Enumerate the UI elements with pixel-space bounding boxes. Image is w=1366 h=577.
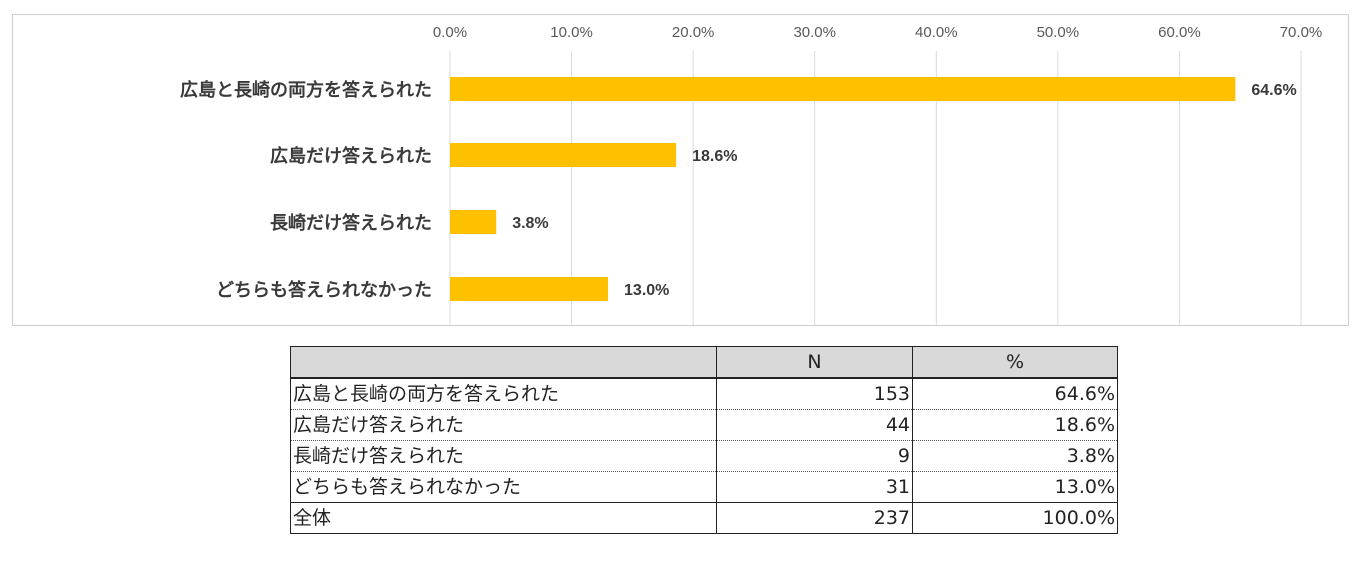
row-pct: 13.0% [912, 471, 1118, 503]
header-n-cell: N [716, 346, 913, 379]
row-n: 9 [716, 440, 913, 472]
bar-chart: 0.0% 10.0% 20.0% 30.0% 40.0% 50.0% 60.0% 70.0% 広… [180, 24, 1323, 325]
x-tick-label: 30.0% [793, 24, 836, 41]
bar [450, 277, 609, 301]
total-pct: 100.0% [912, 502, 1118, 534]
x-tick-label: 60.0% [1158, 24, 1201, 41]
x-tick-label: 50.0% [1037, 24, 1080, 41]
row-n: 153 [716, 378, 913, 410]
x-tick-label: 10.0% [550, 24, 593, 41]
table-total-row: 全体 237 100.0% [290, 502, 1118, 534]
chart-area: 0.0% 10.0% 20.0% 30.0% 40.0% 50.0% 60.0% 70.0% 広… [12, 14, 1349, 326]
data-label: 13.0% [624, 282, 669, 299]
bar [450, 77, 1236, 101]
data-label: 18.6% [692, 148, 737, 165]
bar [450, 143, 677, 167]
table-row: 広島だけ答えられた 44 18.6% [290, 409, 1118, 441]
total-label: 全体 [290, 502, 717, 534]
data-label: 3.8% [512, 215, 548, 232]
category-label: どちらも答えられなかった [216, 279, 432, 301]
table-row: 広島と長崎の両方を答えられた 153 64.6% [290, 378, 1118, 410]
category-label: 広島だけ答えられた [270, 145, 432, 167]
x-tick-label: 0.0% [433, 24, 467, 41]
table-header-row: N % [290, 346, 1118, 379]
header-label-cell [290, 346, 717, 379]
row-label: 広島と長崎の両方を答えられた [290, 378, 717, 410]
row-n: 44 [716, 409, 913, 441]
row-label: 広島だけ答えられた [290, 409, 717, 441]
row-pct: 18.6% [912, 409, 1118, 441]
data-label: 64.6% [1251, 82, 1296, 99]
table-row: どちらも答えられなかった 31 13.0% [290, 471, 1118, 503]
row-n: 31 [716, 471, 913, 503]
bar [450, 210, 497, 234]
row-label: どちらも答えられなかった [290, 471, 717, 503]
row-pct: 64.6% [912, 378, 1118, 410]
row-label: 長崎だけ答えられた [290, 440, 717, 472]
x-tick-label: 20.0% [672, 24, 715, 41]
table-row: 長崎だけ答えられた 9 3.8% [290, 440, 1118, 472]
data-table: N % 広島と長崎の両方を答えられた 153 64.6% 広島だけ答えられた 4… [290, 346, 1118, 534]
row-pct: 3.8% [912, 440, 1118, 472]
total-n: 237 [716, 502, 913, 534]
category-label: 広島と長崎の両方を答えられた [180, 79, 432, 101]
x-tick-label: 70.0% [1280, 24, 1323, 41]
header-pct-cell: % [912, 346, 1118, 379]
x-tick-label: 40.0% [915, 24, 958, 41]
category-label: 長崎だけ答えられた [270, 212, 432, 234]
